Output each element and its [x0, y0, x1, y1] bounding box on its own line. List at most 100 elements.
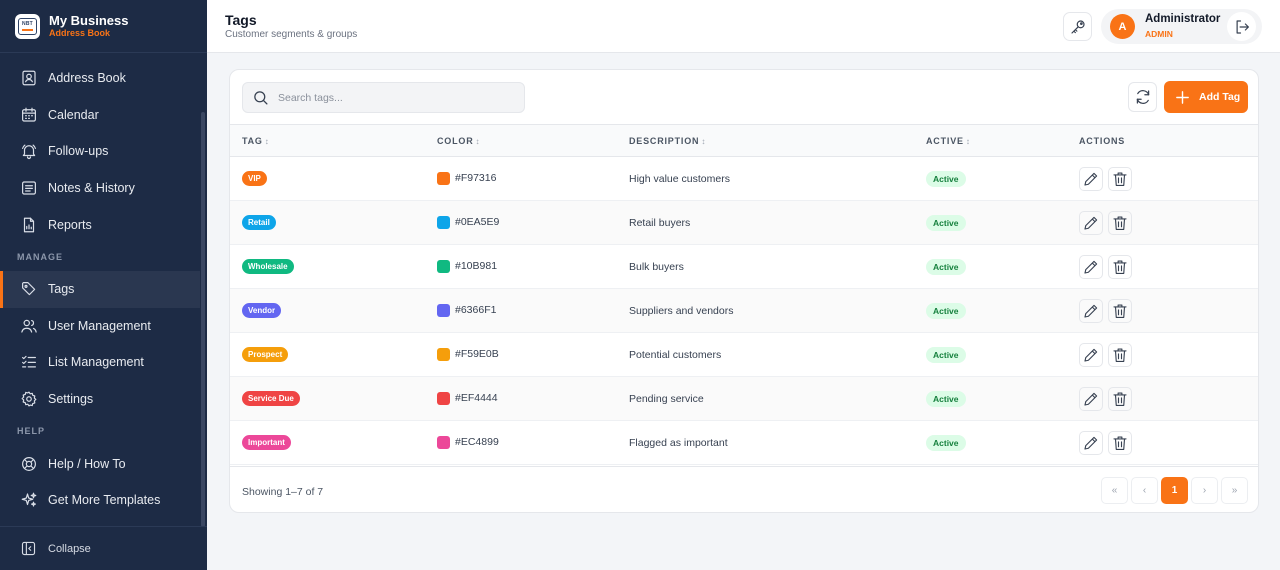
edit-button[interactable] — [1079, 342, 1103, 367]
column-header-color[interactable]: COLOR ↕ — [437, 124, 629, 157]
tag-cell: Prospect — [230, 333, 437, 377]
sidebar-item-reports[interactable]: Reports — [0, 206, 200, 243]
brand-title: My Business — [49, 12, 129, 28]
trash-icon — [1111, 214, 1129, 232]
edit-button[interactable] — [1079, 254, 1103, 279]
page-first-button[interactable]: « — [1101, 477, 1128, 504]
collapse-icon — [21, 541, 36, 556]
sidebar-item-label: Follow-ups — [48, 144, 109, 159]
logout-button[interactable] — [1227, 12, 1256, 41]
tag-badge: Retail — [242, 215, 276, 230]
sidebar-item-label: Notes & History — [48, 181, 135, 196]
active-cell: Active — [926, 245, 1079, 289]
table-row: Important #EC4899 Flagged as important Acti… — [230, 421, 1258, 465]
sidebar-item-address-book[interactable]: Address Book — [0, 60, 200, 97]
column-header-active[interactable]: ACTIVE ↕ — [926, 124, 1079, 157]
plus-icon — [1176, 90, 1189, 104]
pencil-icon — [1082, 434, 1100, 452]
color-cell: #EF4444 — [437, 377, 629, 421]
edit-button[interactable] — [1079, 210, 1103, 235]
page-prev-button[interactable]: ‹ — [1131, 477, 1158, 504]
list-check-icon — [20, 353, 38, 371]
delete-button[interactable] — [1108, 342, 1132, 367]
tags-card: Add Tag TAG↕ COLOR↕ DESCRIPTION↕ ACTIVE↕… — [229, 69, 1259, 513]
sidebar-item-label: Settings — [48, 392, 94, 407]
sidebar-item-settings[interactable]: Settings — [0, 381, 200, 418]
search-box[interactable] — [242, 82, 525, 113]
table-row: Retail #0EA5E9 Retail buyers Active — [230, 200, 1258, 245]
active-cell: Active — [926, 421, 1079, 465]
actions-cell — [1079, 201, 1258, 245]
brand[interactable]: NBT My Business Address Book — [0, 0, 207, 53]
tag-cell: Important — [230, 421, 437, 465]
actions-cell — [1079, 157, 1258, 201]
showing-count: Showing 1–7 of 7 — [242, 486, 324, 498]
address-book-icon — [20, 69, 38, 87]
color-hex: #EF4444 — [455, 391, 498, 404]
status-badge: Active — [926, 434, 966, 451]
delete-button[interactable] — [1108, 298, 1132, 323]
column-header-label: ACTIVE — [926, 135, 964, 146]
color-swatch — [437, 436, 450, 449]
delete-button[interactable] — [1108, 210, 1132, 235]
color-hex: #6366F1 — [455, 303, 497, 316]
sidebar-item-follow-ups[interactable]: Follow-ups — [0, 133, 200, 170]
description-cell: Flagged as important — [629, 436, 728, 449]
color-swatch — [437, 304, 450, 317]
edit-button[interactable] — [1079, 386, 1103, 411]
table-row: Wholesale #10B981 Bulk buyers Active — [230, 245, 1258, 289]
sidebar-item-get-more-templates[interactable]: Get More Templates — [0, 482, 200, 519]
trash-icon — [1111, 302, 1129, 320]
delete-button[interactable] — [1108, 166, 1132, 191]
sidebar-scrollbar[interactable] — [201, 112, 205, 527]
column-header-tag[interactable]: TAG ↕ — [230, 124, 437, 157]
trash-icon — [1111, 346, 1129, 364]
add-tag-button[interactable]: Add Tag — [1164, 81, 1248, 113]
sidebar-item-user-management[interactable]: User Management — [0, 308, 200, 345]
edit-button[interactable] — [1079, 166, 1103, 191]
user-menu[interactable]: A Administrator ADMIN — [1101, 9, 1262, 44]
edit-button[interactable] — [1079, 430, 1103, 455]
color-cell: #10B981 — [437, 245, 629, 289]
logout-icon — [1236, 19, 1249, 34]
column-header-description[interactable]: DESCRIPTION ↕ — [629, 124, 926, 157]
status-badge: Active — [926, 346, 966, 363]
table-row: Service Due #EF4444 Pending service Active — [230, 376, 1258, 421]
color-hex: #F97316 — [455, 171, 497, 184]
column-header-label: DESCRIPTION — [629, 135, 700, 146]
color-swatch — [437, 172, 450, 185]
color-cell: #6366F1 — [437, 289, 629, 333]
sidebar-item-calendar[interactable]: Calendar — [0, 97, 200, 134]
actions-cell — [1079, 333, 1258, 377]
refresh-button[interactable] — [1128, 82, 1157, 112]
delete-button[interactable] — [1108, 430, 1132, 455]
collapse-button[interactable]: Collapse — [0, 526, 207, 570]
sort-icon: ↕ — [475, 136, 481, 146]
delete-button[interactable] — [1108, 254, 1132, 279]
search-input[interactable] — [278, 91, 508, 104]
color-cell: #F97316 — [437, 157, 629, 201]
trash-icon — [1111, 390, 1129, 408]
page-current-button[interactable]: 1 — [1161, 477, 1188, 504]
color-hex: #F59E0B — [455, 347, 499, 360]
pencil-icon — [1082, 214, 1100, 232]
color-hex: #0EA5E9 — [455, 215, 500, 228]
calendar-icon — [20, 106, 38, 124]
page-last-button[interactable]: » — [1221, 477, 1248, 504]
collapse-label: Collapse — [48, 542, 91, 555]
status-badge: Active — [926, 170, 966, 187]
description-cell: Retail buyers — [629, 216, 691, 229]
sidebar-item-tags[interactable]: Tags — [0, 270, 200, 308]
sort-icon: ↕ — [965, 136, 971, 146]
lifebuoy-icon — [20, 455, 38, 473]
delete-button[interactable] — [1108, 386, 1132, 411]
sidebar-item-help[interactable]: Help / How To — [0, 445, 200, 482]
active-cell: Active — [926, 289, 1079, 333]
sidebar-item-list-management[interactable]: List Management — [0, 344, 200, 381]
sidebar-item-notes-history[interactable]: Notes & History — [0, 170, 200, 207]
page-next-button[interactable]: › — [1191, 477, 1218, 504]
key-button[interactable] — [1063, 12, 1092, 41]
edit-button[interactable] — [1079, 298, 1103, 323]
column-header-label: TAG — [242, 135, 263, 146]
color-swatch — [437, 348, 450, 361]
